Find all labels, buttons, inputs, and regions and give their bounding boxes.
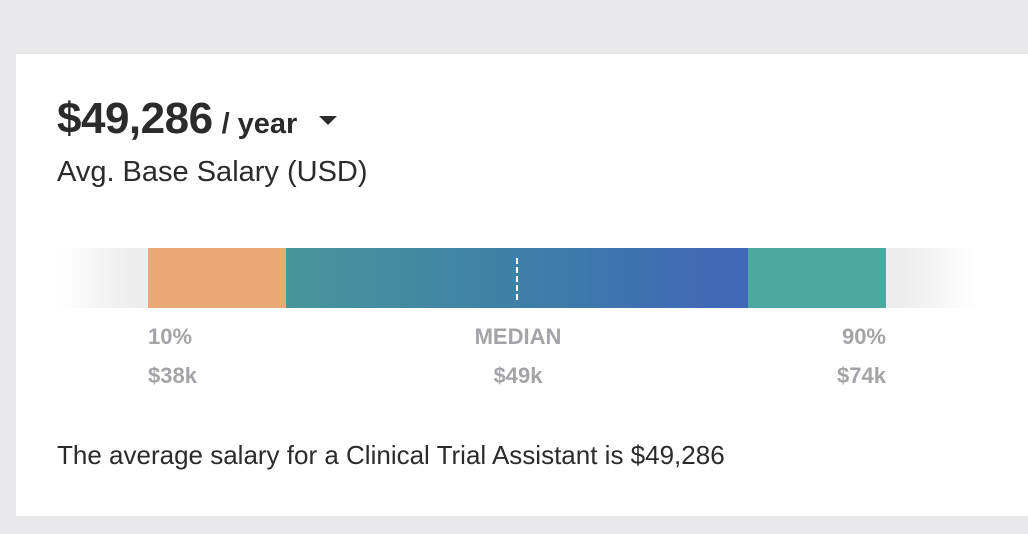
pay-period-label: / year (221, 108, 298, 140)
salary-description: The average salary for a Clinical Trial … (57, 440, 725, 470)
salary-amount: $49,286 (57, 94, 213, 143)
salary-header: $49,286 / year (57, 94, 338, 144)
salary-range-high-segment (748, 248, 886, 308)
pay-period-dropdown[interactable]: / year (213, 108, 338, 141)
salary-subtitle: Avg. Base Salary (USD) (57, 156, 368, 188)
median-value: $49k (493, 363, 543, 388)
percentile-90-label: 90% (841, 324, 886, 349)
percentile-90-value: $74k (837, 363, 886, 388)
median-label: MEDIAN (474, 324, 562, 349)
percentile-10-value: $38k (148, 363, 197, 388)
caret-down-icon (319, 116, 338, 125)
percentile-10-label: 10% (148, 324, 193, 349)
salary-card: $49,286 / year Avg. Base Salary (USD) 10… (16, 54, 1028, 516)
median-marker (516, 258, 518, 300)
salary-range-low-segment (148, 248, 286, 308)
